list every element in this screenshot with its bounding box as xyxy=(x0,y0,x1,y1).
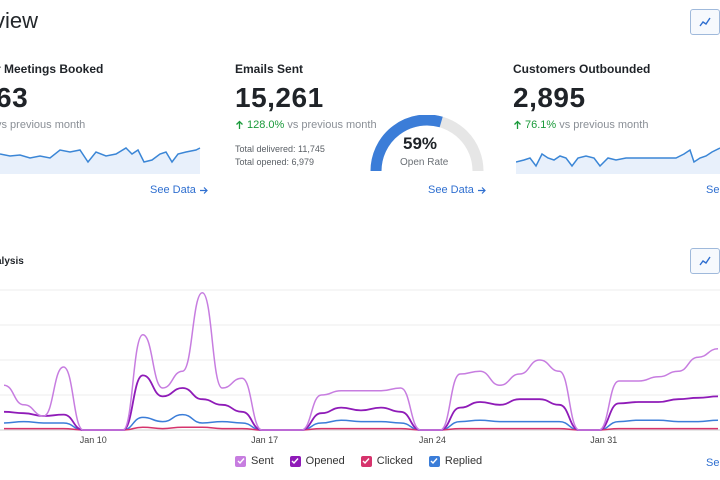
emails-value: 15,261 xyxy=(235,82,324,113)
legend-swatch-opened xyxy=(289,455,301,467)
see-data-label: See Data xyxy=(428,184,474,196)
see-data-link-meetings[interactable]: See Data xyxy=(150,184,208,196)
series-lines xyxy=(3,292,719,431)
legend-label: Opened xyxy=(305,455,345,467)
gauge-fill xyxy=(370,115,443,172)
see-data-link-analysis[interactable]: See xyxy=(706,457,720,469)
legend-item-replied[interactable]: Replied xyxy=(428,455,483,467)
analysis-title: alysis xyxy=(0,256,24,267)
check-icon xyxy=(430,458,438,465)
card-title-emails: Emails Sent xyxy=(235,62,304,76)
chart-legend: Sent Opened Clicked Replied xyxy=(235,455,482,467)
delta-text: vs previous month xyxy=(287,119,377,131)
trending-up-icon xyxy=(699,17,711,27)
legend-swatch-clicked xyxy=(360,455,372,467)
page-title: view xyxy=(0,8,39,33)
arrow-right-icon xyxy=(199,186,208,194)
delta-pct: 128.0% xyxy=(247,119,285,131)
x-tick-label: Jan 17 xyxy=(251,435,278,445)
sparkline-line xyxy=(0,147,201,164)
chart-view-button[interactable] xyxy=(690,9,720,35)
see-data-link-customers[interactable]: See xyxy=(706,184,720,196)
legend-item-sent[interactable]: Sent xyxy=(235,455,274,467)
check-icon xyxy=(362,458,370,465)
delta-pct: 76.1% xyxy=(525,119,557,131)
card-title-customers: Customers Outbounded xyxy=(513,62,651,76)
arrow-up-icon xyxy=(514,120,521,129)
x-axis-ticks: Jan 10 Jan 17 Jan 24 Jan 31 xyxy=(80,435,618,445)
customers-sparkline xyxy=(516,147,720,174)
gauge-caption: Open Rate xyxy=(400,157,449,168)
see-data-label: See Data xyxy=(150,184,196,196)
meetings-sparkline xyxy=(0,147,201,174)
legend-label: Sent xyxy=(251,455,274,467)
trending-up-icon xyxy=(699,256,711,266)
series-line-replied xyxy=(3,413,719,431)
card-title-meetings: r Meetings Booked xyxy=(0,62,104,76)
emails-delta: 128.0% vs previous month xyxy=(235,119,377,131)
legend-label: Clicked xyxy=(376,455,413,467)
sparkline-area xyxy=(0,148,200,174)
open-rate-gauge xyxy=(370,115,484,172)
see-data-label: See xyxy=(706,457,720,469)
check-icon xyxy=(237,458,245,465)
legend-item-opened[interactable]: Opened xyxy=(289,455,345,467)
gauge-percent: 59% xyxy=(403,134,438,153)
total-opened: Total opened: 6,979 xyxy=(235,157,315,167)
legend-item-clicked[interactable]: Clicked xyxy=(360,455,413,467)
meetings-value: 63 xyxy=(0,82,29,113)
delta-text: vs previous month xyxy=(0,119,86,131)
customers-value: 2,895 xyxy=(513,82,586,113)
arrow-up-icon xyxy=(236,120,243,129)
legend-swatch-replied xyxy=(428,455,440,467)
arrow-right-icon xyxy=(477,186,486,194)
see-data-link-emails[interactable]: See Data xyxy=(428,184,486,196)
series-line-sent xyxy=(3,292,719,431)
legend-swatch-sent xyxy=(235,455,246,467)
see-data-label: See xyxy=(706,184,720,196)
x-tick-label: Jan 31 xyxy=(590,435,617,445)
delta-text: vs previous month xyxy=(559,119,649,131)
sparkline-area xyxy=(516,148,720,174)
analysis-line-chart: Jan 10 Jan 17 Jan 24 Jan 31 xyxy=(0,289,720,445)
x-tick-label: Jan 10 xyxy=(80,435,107,445)
customers-delta: 76.1% vs previous month xyxy=(513,119,648,131)
x-tick-label: Jan 24 xyxy=(419,435,446,445)
meetings-delta: vs previous month xyxy=(0,119,85,131)
total-delivered: Total delivered: 11,745 xyxy=(235,144,325,154)
check-icon xyxy=(291,458,299,465)
sparkline-line xyxy=(516,147,720,168)
analysis-chart-view-button[interactable] xyxy=(690,248,720,274)
legend-label: Replied xyxy=(444,455,483,467)
